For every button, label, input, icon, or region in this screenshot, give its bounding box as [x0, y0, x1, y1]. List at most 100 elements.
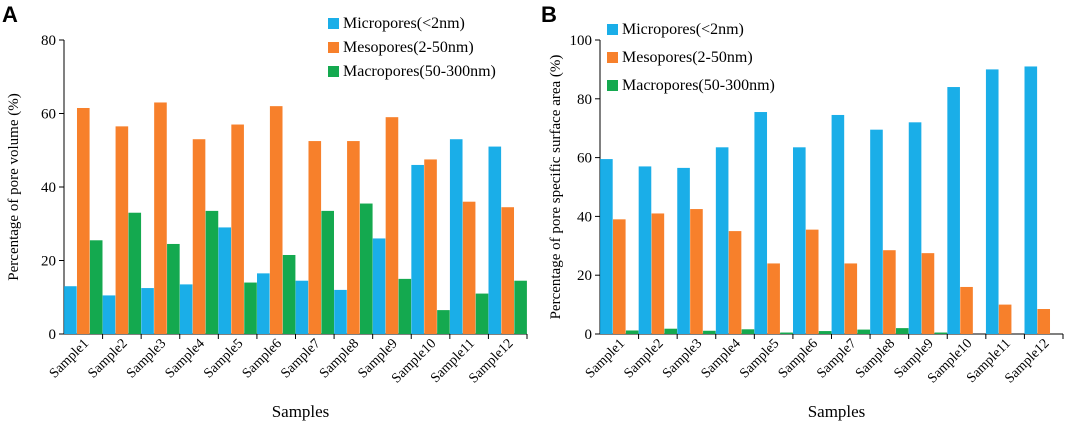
bar-mesopores-sample11	[998, 304, 1012, 334]
bar-micropores-sample7	[831, 114, 845, 334]
bar-micropores-sample6	[793, 147, 806, 334]
bar-mesopores-sample8	[883, 250, 896, 334]
y-tick-label: 60	[41, 107, 56, 123]
legend: Micropores(<2nm) Mesopores(2-50nm) Macropo…	[607, 21, 775, 94]
bar-mesopores-sample4	[728, 231, 742, 334]
bar-mesopores-sample3	[154, 102, 167, 334]
bar-micropores-sample2	[102, 295, 116, 334]
bar-micropores-sample8	[334, 289, 347, 334]
legend-swatch	[607, 80, 618, 91]
x-axis-title: Samples	[808, 402, 866, 421]
bar-macropores-sample1	[89, 240, 103, 334]
bar-mesopores-sample8	[347, 141, 360, 334]
legend-swatch	[607, 52, 618, 63]
bar-macropores-sample6	[282, 254, 296, 334]
bar-macropores-sample7	[857, 329, 870, 334]
x-tick-label: Sample4	[699, 336, 744, 381]
legend-swatch	[328, 42, 339, 53]
y-tick-label: 20	[577, 268, 592, 284]
bar-mesopores-sample1	[76, 107, 90, 334]
x-tick-label: Sample8	[317, 336, 362, 381]
bar-macropores-sample9	[398, 278, 412, 334]
bar-macropores-sample11	[475, 293, 489, 334]
legend-label: Macropores(50-300nm)	[343, 63, 496, 80]
x-tick-label: Sample5	[201, 336, 246, 381]
legend-swatch	[328, 66, 339, 77]
bar-mesopores-sample2	[651, 213, 665, 334]
bar-mesopores-sample9	[385, 117, 399, 334]
bar-micropores-sample5	[754, 112, 768, 334]
legend-label: Micropores(<2nm)	[622, 21, 744, 38]
y-tick-label: 80	[41, 33, 56, 49]
bar-micropores-sample8	[870, 129, 883, 334]
bar-micropores-sample1	[600, 159, 613, 334]
bar-macropores-sample3	[167, 243, 180, 334]
x-tick-label: Sample7	[278, 336, 323, 381]
x-tick-label: Sample7	[814, 336, 859, 381]
x-axis-title: Samples	[272, 402, 330, 421]
x-tick-label: Sample3	[124, 336, 169, 381]
y-tick-label: 0	[585, 327, 593, 343]
legend-label: Mesopores(2-50nm)	[343, 39, 474, 56]
legend-label: Macropores(50-300nm)	[622, 77, 775, 94]
bar-mesopores-sample11	[462, 201, 476, 334]
legend-swatch	[607, 24, 618, 35]
bar-micropores-sample5	[218, 227, 232, 334]
bar-micropores-sample1	[64, 286, 77, 334]
bar-mesopores-sample3	[690, 209, 703, 334]
x-tick-label: Sample8	[853, 336, 898, 381]
bar-mesopores-sample10	[960, 286, 973, 334]
bar-mesopores-sample6	[269, 106, 283, 335]
bar-micropores-sample9	[908, 122, 922, 334]
bar-mesopores-sample5	[767, 263, 780, 334]
y-tick-label: 20	[41, 254, 56, 270]
chart-panel-a: 020406080Sample1Sample2Sample3Sample4Sam…	[6, 15, 528, 421]
bar-macropores-sample7	[321, 210, 334, 334]
bar-macropores-sample9	[934, 332, 948, 334]
bar-macropores-sample2	[128, 212, 142, 334]
bar-mesopores-sample1	[612, 219, 626, 334]
legend-swatch	[328, 18, 339, 29]
panel-label-b: B	[541, 2, 557, 27]
bar-macropores-sample10	[437, 310, 450, 334]
x-tick-label: Sample2	[85, 336, 130, 381]
bar-micropores-sample10	[411, 164, 424, 334]
bar-macropores-sample5	[244, 282, 257, 334]
bar-mesopores-sample5	[231, 124, 244, 335]
bar-micropores-sample2	[638, 166, 652, 334]
y-tick-label: 80	[577, 92, 592, 108]
bar-micropores-sample11	[985, 69, 999, 335]
bar-macropores-sample3	[703, 330, 716, 334]
x-tick-label: Sample4	[163, 336, 208, 381]
bar-macropores-sample6	[818, 331, 832, 334]
x-tick-label: Sample3	[660, 336, 705, 381]
x-tick-label: Sample1	[47, 336, 92, 381]
bar-micropores-sample3	[677, 167, 690, 334]
bar-mesopores-sample7	[844, 263, 858, 334]
bar-macropores-sample12	[514, 280, 527, 334]
chart-panel-b: 0 20 40 60 80 100 Sample1Sample2Sample3Sample4…	[548, 21, 1064, 421]
panel-label-a: A	[2, 2, 18, 27]
bar-micropores-sample12	[1024, 66, 1038, 335]
bar-micropores-sample12	[488, 146, 502, 334]
bar-micropores-sample7	[295, 280, 309, 334]
legend-label: Micropores(<2nm)	[343, 15, 465, 32]
bar-macropores-sample4	[205, 210, 219, 334]
bar-macropores-sample1	[625, 330, 639, 334]
y-tick-label: 40	[577, 209, 592, 225]
bar-macropores-sample5	[780, 332, 793, 334]
bar-micropores-sample10	[947, 87, 960, 334]
bar-micropores-sample6	[257, 273, 270, 334]
bar-mesopores-sample7	[308, 141, 322, 334]
x-tick-label: Sample6	[240, 336, 285, 381]
bar-mesopores-sample10	[424, 159, 437, 334]
legend-label: Mesopores(2-50nm)	[622, 49, 753, 66]
x-tick-label: Sample1	[583, 336, 628, 381]
bar-macropores-sample8	[895, 328, 909, 334]
bar-micropores-sample3	[141, 288, 154, 334]
bar-micropores-sample9	[372, 238, 386, 334]
bar-micropores-sample11	[449, 139, 463, 334]
bar-macropores-sample4	[741, 329, 755, 334]
bar-mesopores-sample9	[921, 253, 935, 334]
legend: Micropores(<2nm) Mesopores(2-50nm) Macropo…	[328, 15, 496, 80]
